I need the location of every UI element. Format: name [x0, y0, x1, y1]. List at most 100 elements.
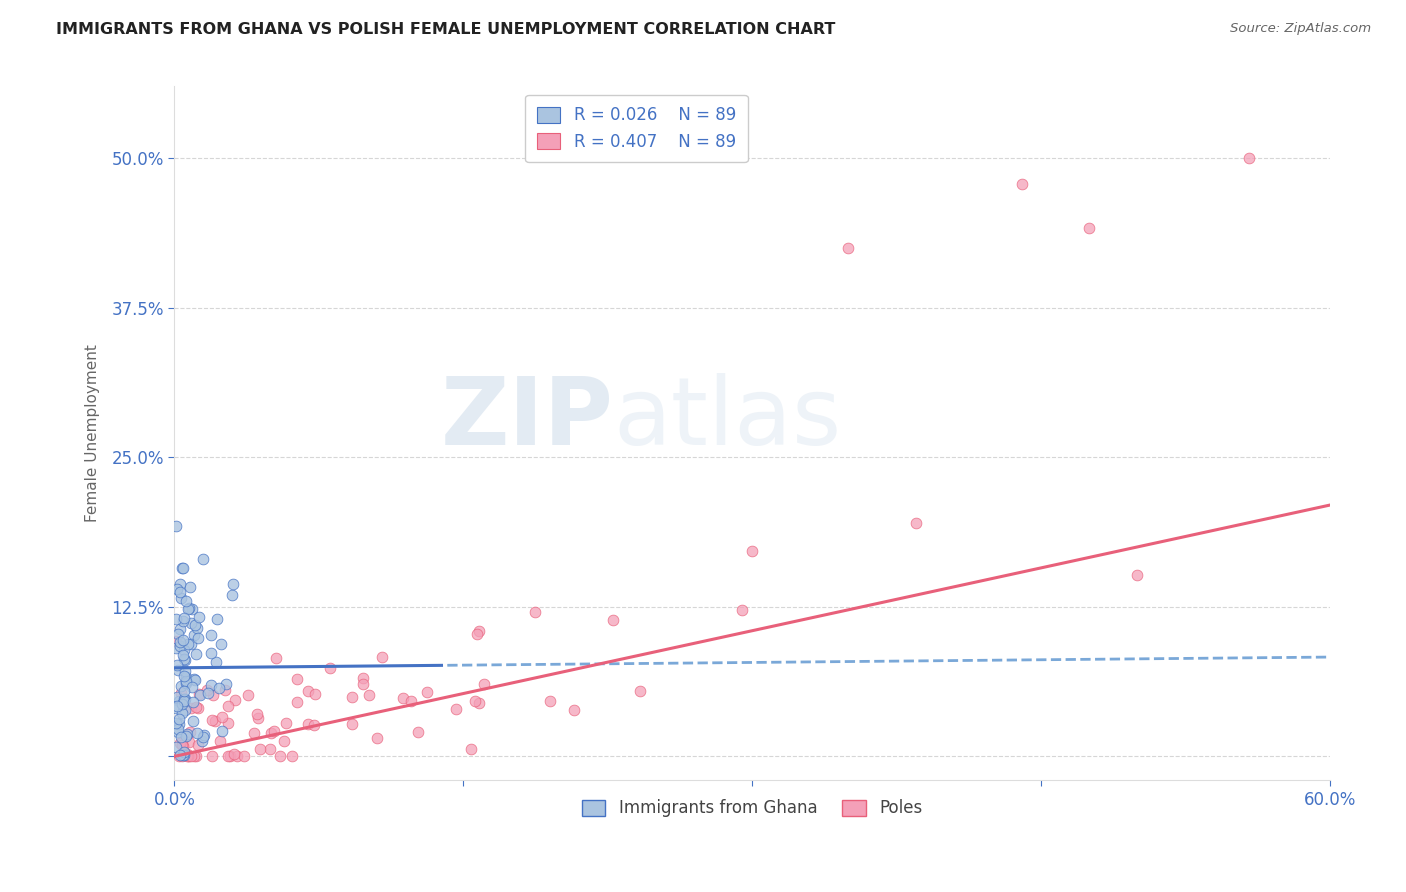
- Point: [342, 717, 364, 731]
- Point: [247, 710, 270, 724]
- Point: [167, 627, 190, 641]
- Point: [319, 661, 342, 675]
- Point: [181, 695, 204, 709]
- Point: [187, 687, 209, 701]
- Point: [446, 702, 468, 716]
- Point: [183, 748, 205, 763]
- Point: [399, 694, 422, 708]
- Point: [191, 734, 214, 748]
- Point: [467, 624, 489, 639]
- Point: [165, 640, 187, 655]
- Point: [837, 241, 859, 255]
- Point: [167, 712, 190, 726]
- Point: [169, 694, 191, 708]
- Point: [195, 682, 218, 697]
- Point: [201, 688, 224, 702]
- Point: [259, 742, 281, 756]
- Point: [304, 687, 326, 701]
- Point: [274, 715, 297, 730]
- Y-axis label: Female Unemployment: Female Unemployment: [86, 344, 100, 523]
- Point: [174, 653, 197, 667]
- Point: [602, 613, 624, 627]
- Point: [173, 694, 195, 708]
- Point: [357, 688, 380, 702]
- Point: [200, 677, 222, 691]
- Point: [904, 516, 927, 530]
- Point: [264, 651, 287, 665]
- Point: [201, 713, 224, 727]
- Point: [217, 699, 239, 714]
- Point: [217, 715, 239, 730]
- Point: [166, 723, 188, 737]
- Point: [179, 580, 201, 594]
- Point: [165, 701, 187, 715]
- Point: [173, 652, 195, 666]
- Point: [468, 696, 491, 710]
- Point: [205, 612, 228, 626]
- Point: [193, 728, 215, 742]
- Point: [169, 736, 191, 750]
- Point: [176, 727, 198, 741]
- Point: [169, 634, 191, 648]
- Point: [166, 699, 188, 714]
- Point: [183, 628, 205, 642]
- Point: [176, 637, 198, 651]
- Point: [285, 695, 308, 709]
- Point: [741, 543, 763, 558]
- Point: [172, 739, 194, 753]
- Point: [297, 684, 319, 698]
- Point: [173, 692, 195, 706]
- Point: [217, 749, 239, 764]
- Point: [200, 646, 222, 660]
- Point: [170, 698, 193, 712]
- Point: [188, 610, 211, 624]
- Point: [187, 738, 209, 752]
- Point: [172, 614, 194, 628]
- Point: [273, 734, 295, 748]
- Point: [172, 561, 194, 575]
- Point: [366, 731, 388, 746]
- Point: [260, 726, 283, 740]
- Point: [166, 690, 188, 705]
- Point: [285, 672, 308, 686]
- Point: [170, 561, 193, 575]
- Point: [523, 606, 546, 620]
- Point: [184, 647, 207, 661]
- Point: [181, 602, 204, 616]
- Point: [218, 749, 240, 764]
- Point: [280, 749, 302, 764]
- Point: [165, 739, 187, 754]
- Point: [177, 735, 200, 749]
- Point: [224, 747, 246, 761]
- Point: [180, 749, 202, 764]
- Point: [170, 679, 193, 693]
- Point: [200, 628, 222, 642]
- Point: [169, 748, 191, 763]
- Point: [340, 690, 363, 705]
- Text: ZIP: ZIP: [440, 374, 613, 466]
- Point: [238, 688, 260, 702]
- Point: [201, 749, 224, 764]
- Point: [177, 602, 200, 616]
- Point: [211, 724, 233, 739]
- Text: IMMIGRANTS FROM GHANA VS POLISH FEMALE UNEMPLOYMENT CORRELATION CHART: IMMIGRANTS FROM GHANA VS POLISH FEMALE U…: [56, 22, 835, 37]
- Point: [204, 655, 226, 669]
- Point: [174, 729, 197, 743]
- Point: [197, 686, 219, 700]
- Point: [269, 749, 291, 764]
- Point: [233, 749, 256, 764]
- Point: [209, 637, 232, 651]
- Point: [173, 691, 195, 706]
- Point: [1237, 151, 1260, 165]
- Point: [167, 663, 190, 677]
- Point: [174, 676, 197, 690]
- Point: [176, 747, 198, 762]
- Point: [416, 685, 439, 699]
- Point: [173, 611, 195, 625]
- Point: [172, 648, 194, 662]
- Point: [222, 577, 245, 591]
- Point: [224, 693, 246, 707]
- Point: [191, 730, 214, 744]
- Point: [173, 664, 195, 678]
- Point: [249, 742, 271, 756]
